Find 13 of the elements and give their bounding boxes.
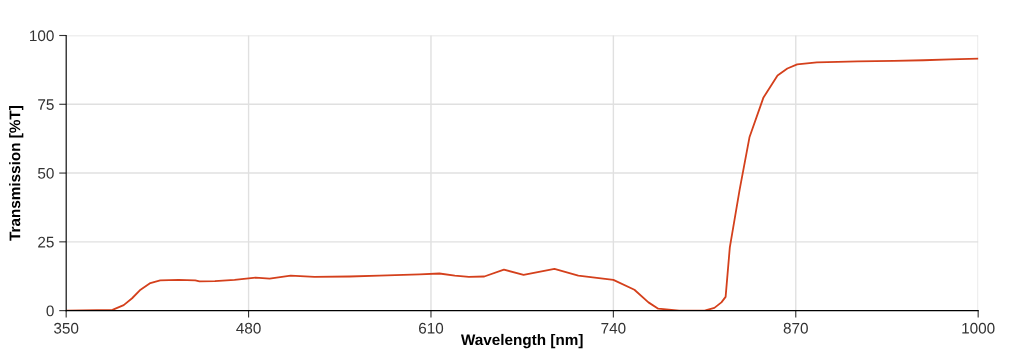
y-tick-label: 50 — [37, 167, 54, 179]
x-axis-title: Wavelength [nm] — [460, 333, 583, 349]
y-tick-label: 25 — [38, 236, 54, 248]
x-tick-label: 870 — [783, 322, 808, 334]
y-axis-title: Transmission [%T] — [9, 106, 24, 241]
x-tick-label: 480 — [236, 322, 261, 334]
x-tick-label: 350 — [54, 322, 79, 334]
y-tick-label: 75 — [38, 99, 54, 110]
y-tick-label: 100 — [30, 30, 54, 42]
x-tick-label: 740 — [601, 322, 626, 334]
y-tick-label: 0 — [46, 305, 54, 317]
x-tick-label: 610 — [419, 322, 444, 334]
x-tick-label: 1000 — [962, 322, 995, 334]
